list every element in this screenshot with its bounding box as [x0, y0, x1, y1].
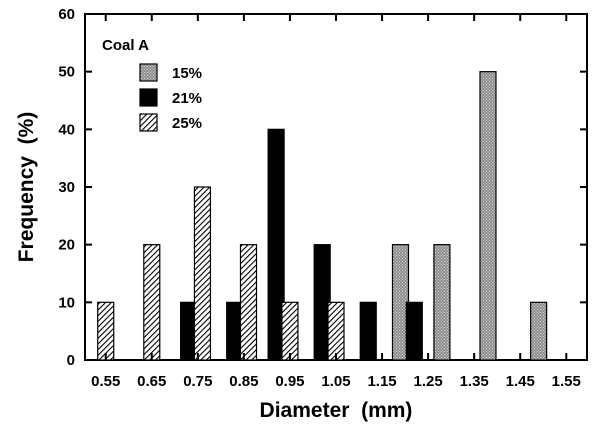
x-tick-label: 0.95 [275, 373, 304, 390]
y-tick-label: 40 [58, 121, 75, 138]
bar-21pct [405, 301, 423, 361]
plot-area: 0 10 20 30 40 50 60 0.55 0.65 0.75 0.85 0.95 1.05 1.… [58, 6, 588, 390]
bar-25pct [143, 244, 161, 361]
x-tick-label: 0.85 [229, 373, 258, 390]
y-tick-label: 60 [58, 6, 75, 23]
y-axis-ticks: 0 10 20 30 40 50 60 [58, 6, 587, 369]
x-tick-label: 1.55 [552, 373, 581, 390]
bar-15pct [479, 71, 497, 361]
x-tick-label: 0.55 [91, 373, 120, 390]
y-tick-label: 10 [58, 294, 75, 311]
x-tick-label: 1.15 [367, 373, 396, 390]
x-tick-label: 0.75 [183, 373, 212, 390]
legend: Coal A 15% 21% 25% [102, 37, 202, 132]
y-tick-label: 50 [58, 64, 75, 81]
legend-swatch-25pct [139, 113, 158, 132]
x-axis-title: Diameter (mm) [260, 399, 413, 422]
bar-25pct [239, 244, 258, 361]
y-tick-label: 30 [58, 179, 75, 196]
bar-15pct [433, 244, 451, 361]
bar-25pct [97, 301, 115, 361]
legend-title: Coal A [102, 37, 149, 54]
bar-21pct [267, 128, 285, 361]
bar-25pct [193, 186, 212, 361]
legend-label-25pct: 25% [172, 115, 202, 132]
x-tick-label: 0.65 [137, 373, 166, 390]
y-axis-title: Frequency (%) [15, 112, 38, 263]
bar-21pct [359, 301, 377, 361]
x-tick-label: 1.35 [460, 373, 489, 390]
bars-group [97, 71, 548, 361]
legend-swatch-15pct [139, 63, 158, 82]
x-tick-label: 1.45 [506, 373, 535, 390]
legend-label-15pct: 15% [172, 65, 202, 82]
x-axis-ticks: 0.55 0.65 0.75 0.85 0.95 1.05 1.15 1.25 1.35 1.45… [91, 14, 581, 390]
bar-25pct [327, 301, 345, 361]
bar-25pct [281, 301, 299, 361]
y-tick-label: 0 [67, 352, 75, 369]
legend-label-21pct: 21% [172, 90, 202, 107]
bar-15pct [530, 301, 548, 361]
x-tick-label: 1.25 [414, 373, 443, 390]
legend-swatch-21pct [139, 88, 158, 107]
x-tick-label: 1.05 [321, 373, 350, 390]
y-tick-label: 20 [58, 237, 75, 254]
